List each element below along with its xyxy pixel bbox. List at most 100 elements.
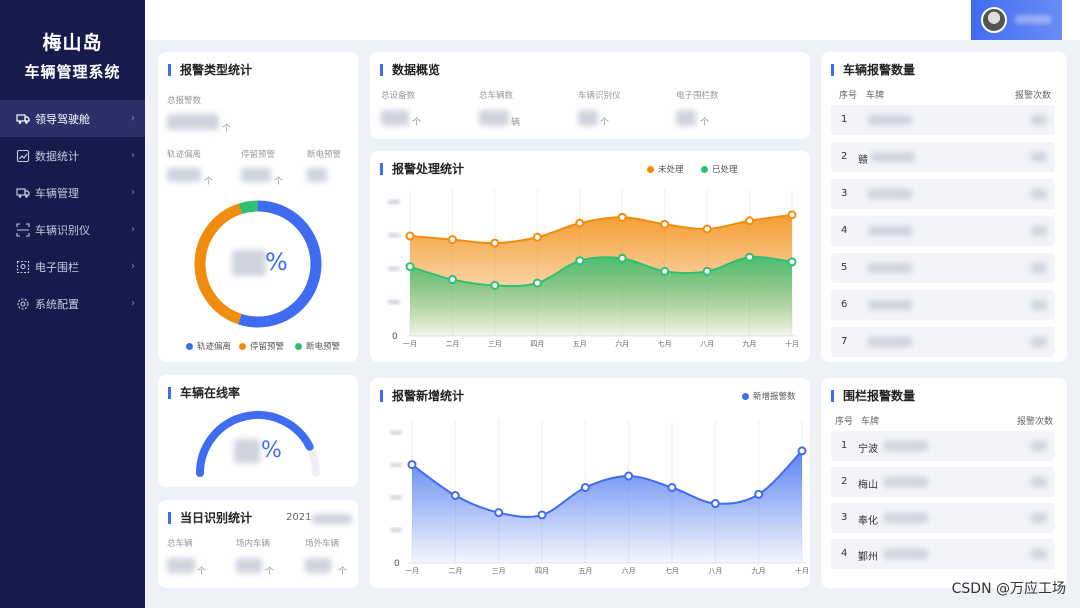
- data-point[interactable]: [494, 508, 504, 518]
- nav-item-fence[interactable]: 电子围栏 ›: [0, 248, 145, 285]
- data-point[interactable]: [617, 212, 627, 222]
- data-point[interactable]: [660, 219, 670, 229]
- nav-item-cockpit[interactable]: 领导驾驶舱 ›: [0, 100, 145, 137]
- data-point[interactable]: [575, 256, 585, 266]
- scan-icon: [16, 222, 30, 237]
- data-point[interactable]: [745, 216, 755, 226]
- row-plate-hidden: [868, 263, 912, 273]
- nav-label: 车辆管理: [35, 186, 79, 200]
- nav-label: 数据统计: [35, 149, 79, 163]
- row-count-hidden: [1031, 337, 1047, 347]
- data-point[interactable]: [617, 253, 627, 263]
- row-no: 3: [841, 512, 848, 523]
- data-point[interactable]: [532, 232, 542, 242]
- legend-deviation: 轨迹偏离: [186, 340, 231, 352]
- row-plate-hidden: [884, 549, 928, 559]
- row-plate-hidden: [884, 513, 928, 523]
- overview-value: [479, 110, 509, 126]
- data-point[interactable]: [787, 257, 797, 267]
- data-point[interactable]: [580, 482, 590, 492]
- overview-label: 总车辆数: [479, 91, 514, 101]
- series-area: [410, 256, 792, 336]
- data-point[interactable]: [745, 252, 755, 262]
- row-plate-hidden: [868, 189, 912, 199]
- x-tick-label: 八月: [708, 567, 722, 575]
- legend-dot: [295, 342, 302, 350]
- data-point[interactable]: [447, 275, 457, 285]
- data-point[interactable]: [710, 499, 720, 509]
- row-plate: 奉化: [858, 516, 878, 527]
- username-blurred: [1015, 15, 1051, 24]
- card-title: 报警类型统计: [168, 64, 252, 76]
- gear-icon: [16, 297, 30, 311]
- data-point[interactable]: [450, 491, 460, 501]
- data-point[interactable]: [447, 235, 457, 245]
- daily-value: [305, 558, 331, 573]
- data-point[interactable]: [407, 460, 417, 470]
- overview-card: 数据概览 总设备数 个 总车辆数 辆 车辆识别仪 个 电子围栏数 个: [370, 52, 810, 139]
- legend-label: 断电预警: [306, 342, 341, 352]
- data-point[interactable]: [667, 482, 677, 492]
- x-tick-label: 四月: [530, 340, 544, 348]
- card-title: 报警处理统计: [380, 163, 464, 175]
- gauge-fill: [196, 411, 314, 477]
- data-point[interactable]: [490, 280, 500, 290]
- table-row: 2 梅山: [831, 467, 1055, 497]
- series-line: [411, 450, 803, 518]
- data-point[interactable]: [660, 266, 670, 276]
- total-alarm-value: [167, 114, 219, 130]
- y-tick-label: 0: [392, 332, 398, 342]
- data-point[interactable]: [797, 446, 807, 456]
- data-point[interactable]: [702, 266, 712, 276]
- nav-item-recognizer[interactable]: 车辆识别仪 ›: [0, 211, 145, 248]
- table-row: 1: [831, 105, 1055, 135]
- row-count-hidden: [1031, 189, 1047, 199]
- data-point[interactable]: [490, 238, 500, 248]
- overview-value: [381, 110, 409, 126]
- sub-value-poweroff: [307, 168, 327, 182]
- row-plate: 鄞州: [858, 552, 878, 563]
- x-tick-label: 九月: [752, 566, 766, 575]
- chevron-right-icon: ›: [131, 261, 135, 272]
- legend-label: 新增报警数: [753, 392, 796, 402]
- card-title: 当日识别统计: [168, 512, 252, 524]
- row-plate-hidden: [884, 477, 928, 487]
- nav-item-settings[interactable]: 系统配置 ›: [0, 285, 145, 322]
- overview-unit: 辆: [511, 118, 521, 128]
- donut-segment: [194, 200, 322, 328]
- data-point[interactable]: [532, 278, 542, 288]
- x-tick-label: 十月: [785, 339, 799, 348]
- daily-label: 场外车辆: [305, 539, 340, 549]
- watermark: CSDN @万应工场: [951, 581, 1066, 597]
- row-no: 3: [841, 188, 848, 199]
- row-count-hidden: [1031, 152, 1047, 162]
- user-menu[interactable]: [971, 0, 1062, 40]
- avatar[interactable]: [981, 7, 1007, 33]
- data-point[interactable]: [405, 231, 415, 241]
- overview-label: 总设备数: [381, 91, 416, 101]
- data-point[interactable]: [754, 489, 764, 499]
- processing-chart: 0 一月 二月 三月 四月 五月 六月 七月 八月 九月 十月: [388, 189, 799, 348]
- data-point[interactable]: [405, 262, 415, 272]
- row-plate-hidden: [868, 226, 912, 236]
- nav-item-stats[interactable]: 数据统计 ›: [0, 137, 145, 174]
- row-count-hidden: [1031, 300, 1047, 310]
- series-line: [409, 213, 793, 245]
- row-no: 4: [841, 225, 848, 236]
- data-point[interactable]: [787, 210, 797, 220]
- data-point[interactable]: [702, 224, 712, 234]
- x-tick-label: 二月: [445, 340, 459, 348]
- nav-item-vehicles[interactable]: 车辆管理 ›: [0, 174, 145, 211]
- data-point[interactable]: [537, 510, 547, 520]
- row-count-hidden: [1031, 477, 1047, 487]
- header-count: 报警次数: [1017, 417, 1054, 427]
- daily-recognition-card: 当日识别统计 2021 总车辆 场内车辆 场外车辆 个 个 个: [158, 500, 358, 588]
- table-row: 3 奉化: [831, 503, 1055, 533]
- data-point[interactable]: [624, 471, 634, 481]
- legend-new-alarm: 新增报警数: [742, 390, 796, 402]
- data-point[interactable]: [575, 218, 585, 228]
- x-tick-label: 四月: [535, 567, 549, 575]
- processing-card: 报警处理统计 未处理 已处理 0 一月 二月 三月 四月 五月 六月 七月 八月 九月 十月: [370, 151, 810, 362]
